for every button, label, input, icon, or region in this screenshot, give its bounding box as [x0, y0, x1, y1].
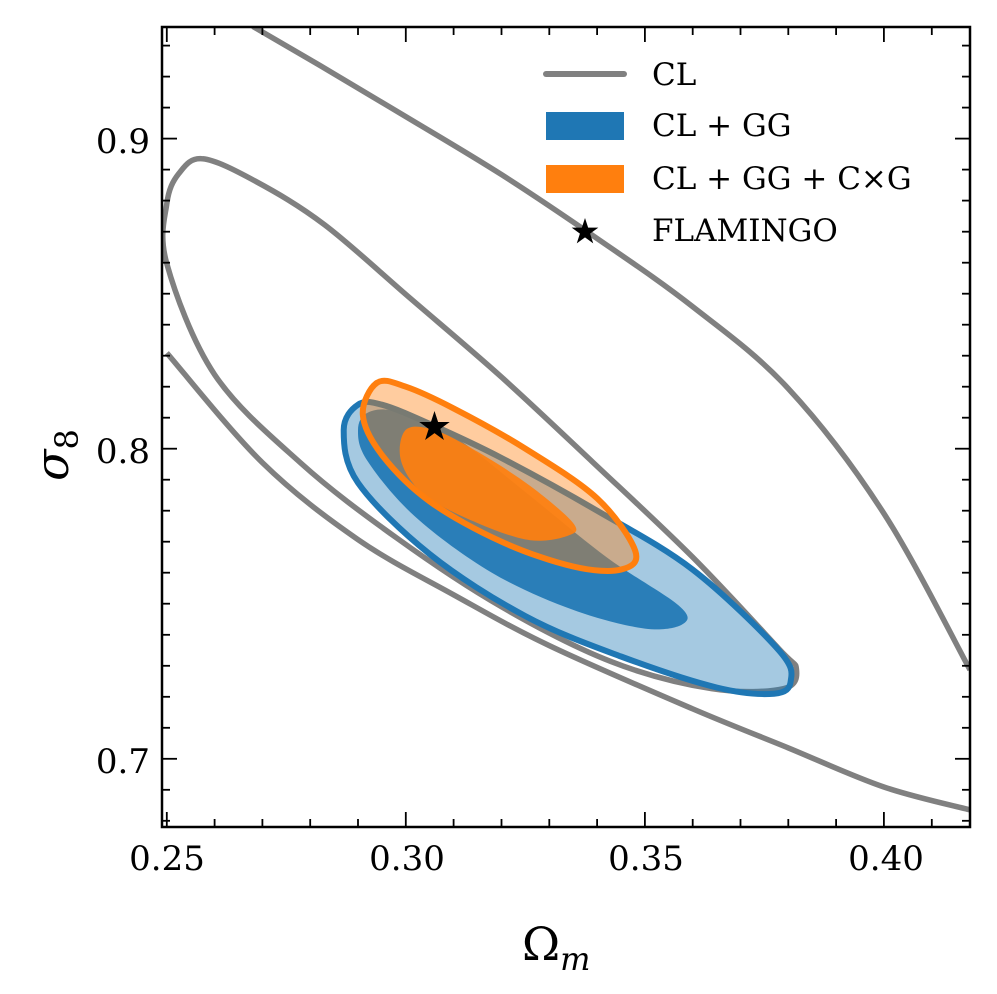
ticks-layer: [162, 27, 970, 827]
legend-swatch-cl-gg: [546, 112, 624, 140]
x-axis-label: Ωm: [522, 917, 590, 978]
legend-star-icon: [571, 218, 599, 244]
legend: CL CL + GG CL + GG + C×G FLAMINGO: [543, 57, 912, 249]
contour-series-cl: [162, 27, 970, 813]
y-axis-label: σ8: [25, 429, 86, 481]
x-tick-labels: 0.25 0.30 0.35 0.40: [129, 839, 924, 879]
contour-cl-95: [251, 27, 970, 672]
legend-label-cl: CL: [652, 57, 696, 93]
markers-layer: [419, 411, 450, 440]
x-tick-label: 0.25: [129, 839, 205, 879]
y-tick-label: 0.9: [96, 122, 150, 162]
marker-flamingo-star-icon: [419, 411, 450, 440]
x-tick-label: 0.35: [608, 839, 684, 879]
legend-swatch-cl-gg-cxg: [546, 165, 624, 193]
plot-frame: [160, 25, 972, 829]
y-tick-labels: 0.7 0.8 0.9: [96, 122, 150, 782]
y-tick-label: 0.8: [96, 432, 150, 472]
legend-label-cl-gg: CL + GG: [652, 108, 792, 144]
x-tick-label: 0.40: [848, 839, 924, 879]
contour-cl-95-lower: [164, 351, 970, 813]
legend-label-flamingo: FLAMINGO: [652, 213, 838, 249]
contour-cl-gg-c-g-68: [399, 426, 577, 541]
x-tick-label: 0.30: [369, 839, 445, 879]
y-tick-label: 0.7: [96, 742, 150, 782]
contours-layer: [162, 27, 970, 813]
legend-label-cl-gg-cxg: CL + GG + C×G: [652, 161, 912, 197]
